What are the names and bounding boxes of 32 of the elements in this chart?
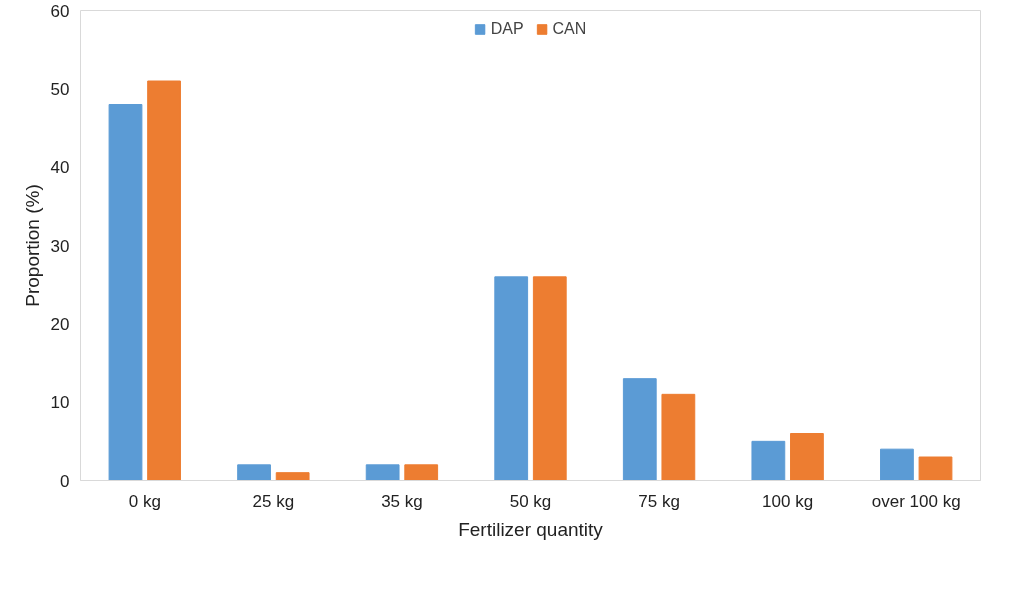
bar [365,464,400,481]
y-tick-label: 40 [50,158,70,178]
bar [532,276,567,481]
x-tick-label: 75 kg [638,491,680,511]
y-tick-label: 30 [50,236,70,256]
bar [751,440,786,481]
y-tick-label: 50 [50,79,70,99]
x-tick-label: 35 kg [381,491,423,511]
x-tick-label: over 100 kg [871,491,961,511]
bar [494,276,529,481]
y-tick-label: 20 [50,314,70,334]
bar [918,456,953,481]
bar [147,80,181,481]
x-axis-title: Fertilizer quantity [458,518,604,540]
bar [275,472,310,481]
bar [108,104,143,481]
legend-label: CAN [552,20,587,38]
legend-label: DAP [490,20,524,38]
bar [880,448,914,481]
x-tick-label: 25 kg [252,491,295,511]
y-axis-title: Proportion (%) [21,184,43,307]
bar [237,464,271,481]
y-tick-label: 10 [50,393,70,413]
x-tick-label: 50 kg [509,491,552,511]
bar [790,433,824,481]
bar [622,378,657,481]
bar [661,393,696,481]
x-tick-label: 0 kg [128,491,161,511]
bar [404,464,439,481]
x-tick-label: 100 kg [762,491,814,511]
y-tick-label: 0 [60,471,70,491]
y-tick-label: 60 [50,1,70,21]
